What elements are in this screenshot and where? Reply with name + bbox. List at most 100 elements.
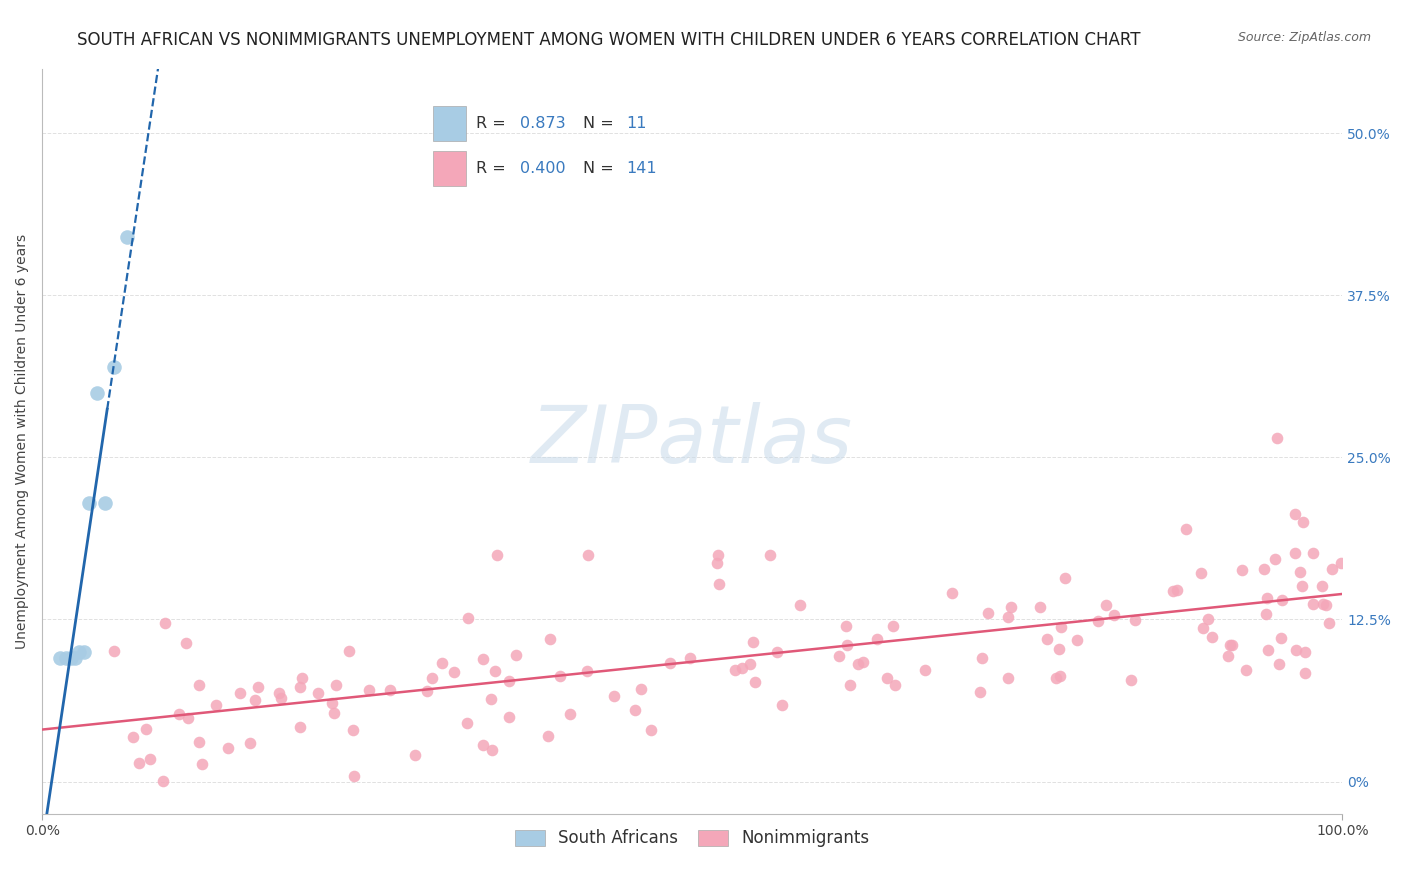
Point <box>321 697 343 711</box>
Point <box>1256 591 1278 606</box>
Point <box>1219 638 1241 652</box>
Point <box>846 657 869 671</box>
Point <box>484 664 506 678</box>
Point <box>49 651 72 665</box>
Point <box>766 645 789 659</box>
Point <box>270 691 292 706</box>
Point <box>486 548 509 562</box>
Point <box>115 230 138 244</box>
Point <box>1216 649 1239 664</box>
Point <box>738 657 761 671</box>
Point <box>342 723 364 737</box>
Point <box>659 657 682 671</box>
Point <box>229 686 252 700</box>
Point <box>1087 615 1109 629</box>
Point <box>1285 643 1308 657</box>
Point <box>322 706 344 720</box>
Point <box>834 619 856 633</box>
Point <box>291 671 314 685</box>
Point <box>121 730 143 744</box>
Point <box>997 610 1019 624</box>
Point <box>1094 598 1116 612</box>
Point <box>307 686 329 700</box>
Y-axis label: Unemployment Among Women with Children Under 6 years: Unemployment Among Women with Children U… <box>15 234 30 648</box>
Point <box>624 703 647 717</box>
Point <box>731 661 754 675</box>
Point <box>1050 620 1073 634</box>
Point <box>103 643 125 657</box>
Point <box>1253 562 1275 576</box>
Point <box>1119 673 1142 687</box>
Point <box>789 598 811 612</box>
Point <box>838 677 860 691</box>
Point <box>706 557 728 571</box>
Point <box>1036 632 1059 646</box>
Point <box>191 756 214 771</box>
Point <box>1161 583 1184 598</box>
Point <box>538 632 561 646</box>
Point <box>558 706 581 721</box>
Point <box>876 671 898 685</box>
Point <box>55 651 77 665</box>
Point <box>59 651 82 665</box>
Point <box>977 606 1000 620</box>
Point <box>941 586 963 600</box>
Point <box>1066 632 1088 647</box>
Point <box>505 648 527 663</box>
Point <box>1197 612 1219 626</box>
Point <box>288 680 311 694</box>
Point <box>1234 663 1257 677</box>
Point <box>1268 657 1291 672</box>
Point <box>343 769 366 783</box>
Point <box>770 698 793 712</box>
Point <box>883 678 905 692</box>
Point <box>970 651 993 665</box>
Point <box>63 651 86 665</box>
Point <box>1257 643 1279 657</box>
Legend: South Africans, Nonimmigrants: South Africans, Nonimmigrants <box>508 822 876 854</box>
Point <box>86 385 108 400</box>
Point <box>443 665 465 680</box>
Text: SOUTH AFRICAN VS NONIMMIGRANTS UNEMPLOYMENT AMONG WOMEN WITH CHILDREN UNDER 6 YE: SOUTH AFRICAN VS NONIMMIGRANTS UNEMPLOYM… <box>77 31 1140 49</box>
Point <box>167 706 190 721</box>
Point <box>1317 615 1340 630</box>
Point <box>128 756 150 770</box>
Point <box>724 663 747 677</box>
Point <box>481 742 503 756</box>
Point <box>1220 638 1243 652</box>
Point <box>103 359 125 374</box>
Point <box>188 735 211 749</box>
Point <box>1232 563 1254 577</box>
Point <box>239 736 262 750</box>
Text: Source: ZipAtlas.com: Source: ZipAtlas.com <box>1237 31 1371 45</box>
Point <box>420 671 443 685</box>
Point <box>479 692 502 706</box>
Point <box>744 675 766 690</box>
Point <box>1270 631 1292 645</box>
Point <box>471 738 494 752</box>
Point <box>1271 593 1294 607</box>
Point <box>288 720 311 734</box>
Point <box>77 496 100 510</box>
Point <box>416 684 439 698</box>
Point <box>914 663 936 677</box>
Point <box>1045 671 1067 685</box>
Point <box>1294 666 1316 681</box>
Point <box>1053 571 1076 585</box>
Point <box>1201 630 1223 644</box>
Point <box>630 682 652 697</box>
Point <box>1291 579 1313 593</box>
Point <box>1310 579 1333 593</box>
Point <box>576 548 599 562</box>
Point <box>1049 669 1071 683</box>
Point <box>1312 597 1334 611</box>
Point <box>205 698 228 713</box>
Point <box>1322 562 1344 576</box>
Point <box>243 693 266 707</box>
Point <box>537 729 560 743</box>
Point <box>1166 583 1188 598</box>
Point <box>498 710 520 724</box>
Point <box>866 632 889 646</box>
Point <box>828 648 851 663</box>
Point <box>269 686 291 700</box>
